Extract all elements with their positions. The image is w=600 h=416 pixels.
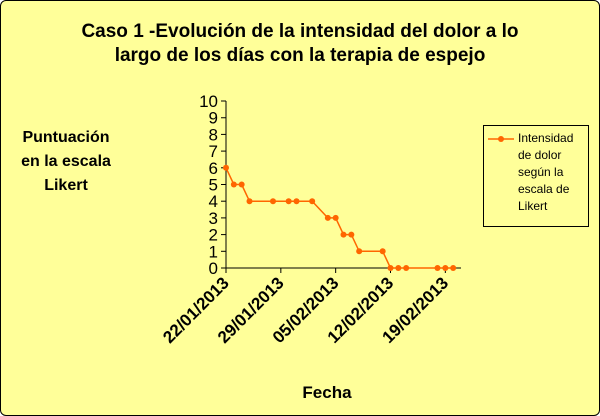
y-tick-label: 5 bbox=[209, 176, 218, 195]
y-tick-label: 0 bbox=[209, 259, 218, 278]
point bbox=[285, 198, 292, 205]
point bbox=[230, 181, 237, 188]
y-tick-label: 7 bbox=[209, 142, 218, 161]
legend-label: Intensidad de dolor según la escala de L… bbox=[518, 131, 574, 213]
legend-symbol bbox=[488, 136, 514, 142]
series-line bbox=[225, 167, 454, 269]
point bbox=[356, 248, 363, 255]
y-tick-label: 3 bbox=[209, 209, 218, 228]
chart-title: Caso 1 -Evolución de la intensidad del d… bbox=[81, 21, 519, 42]
y-tick-label: 10 bbox=[199, 92, 218, 111]
point bbox=[340, 231, 347, 238]
x-axis-label: Fecha bbox=[302, 383, 352, 402]
y-axis-label: Likert bbox=[44, 177, 88, 194]
chart-title: largo de los días con la terapia de espe… bbox=[114, 45, 486, 66]
y-tick-label: 2 bbox=[209, 226, 218, 245]
point bbox=[270, 198, 276, 205]
point bbox=[348, 231, 355, 238]
y-tick-label: 4 bbox=[209, 192, 218, 211]
legend: Intensidad de dolor según la escala de L… bbox=[483, 125, 589, 227]
point bbox=[450, 265, 457, 271]
point bbox=[309, 198, 316, 205]
point bbox=[434, 265, 441, 271]
point bbox=[387, 265, 394, 271]
y-tick-label: 6 bbox=[209, 159, 218, 178]
point bbox=[442, 265, 449, 271]
point bbox=[332, 214, 339, 221]
y-axis-label: Puntuación bbox=[22, 129, 110, 146]
point bbox=[223, 164, 229, 171]
y-axis-label: en la escala bbox=[21, 153, 111, 170]
y-tick-label: 9 bbox=[209, 109, 218, 128]
point bbox=[395, 265, 402, 271]
y-tick-label: 1 bbox=[209, 242, 218, 261]
point bbox=[238, 181, 245, 188]
point bbox=[246, 198, 253, 205]
point bbox=[324, 214, 331, 221]
point bbox=[293, 198, 300, 205]
point bbox=[379, 248, 386, 255]
y-tick-label: 8 bbox=[209, 125, 218, 144]
point bbox=[403, 265, 410, 271]
